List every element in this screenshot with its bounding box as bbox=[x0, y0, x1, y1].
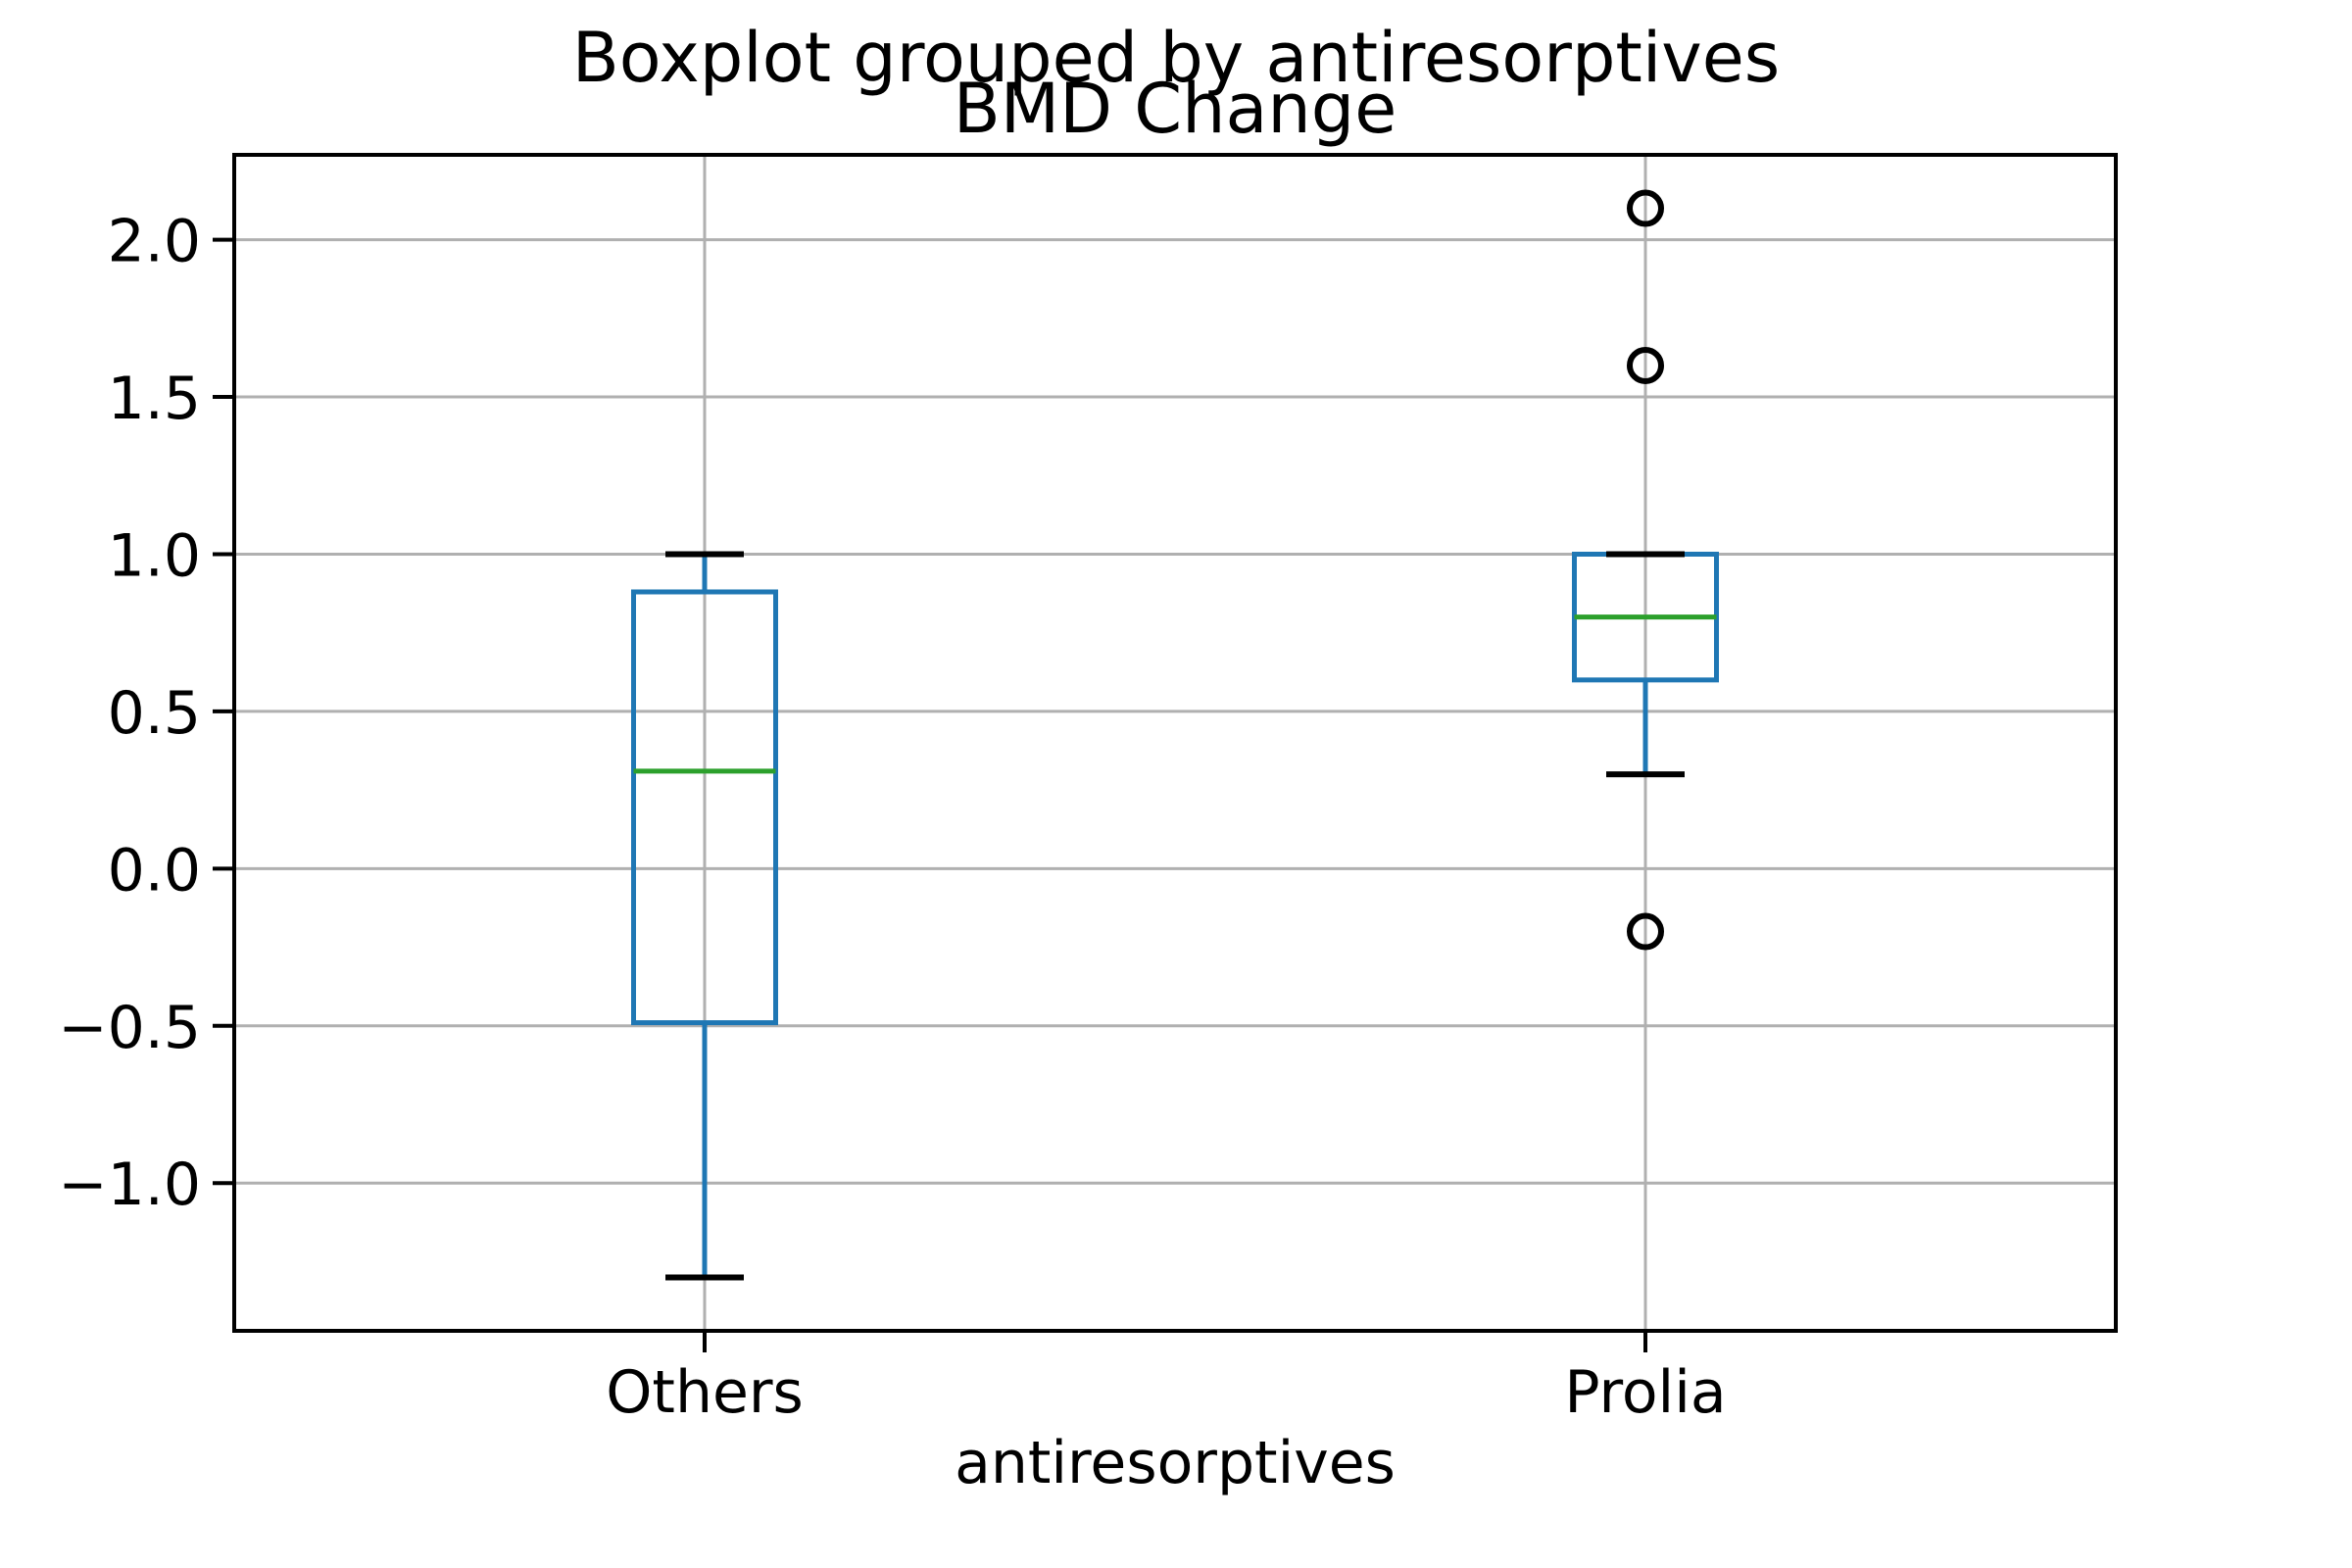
y-tick-label: 0.0 bbox=[108, 836, 201, 905]
y-tick-label: −0.5 bbox=[58, 994, 201, 1062]
y-tick-label: 2.0 bbox=[108, 208, 201, 276]
box-others bbox=[631, 589, 778, 1026]
y-tick-label: 0.5 bbox=[108, 679, 201, 748]
y-tick-label: 1.5 bbox=[108, 365, 201, 433]
outlier-marker-prolia bbox=[1627, 912, 1664, 951]
x-axis-label: antiresorptives bbox=[955, 1429, 1396, 1497]
axes-border bbox=[232, 153, 2118, 1333]
y-tick-label: −1.0 bbox=[58, 1151, 201, 1219]
y-tick-label: 1.0 bbox=[108, 521, 201, 590]
x-category-label: Prolia bbox=[1564, 1358, 1726, 1427]
axes-title: BMD Change bbox=[953, 69, 1397, 149]
figure-suptitle: Boxplot grouped by antiresorptives bbox=[571, 18, 1781, 98]
outlier-marker-prolia bbox=[1627, 346, 1664, 384]
outlier-marker-prolia bbox=[1627, 189, 1664, 227]
x-category-label: Others bbox=[606, 1358, 804, 1427]
